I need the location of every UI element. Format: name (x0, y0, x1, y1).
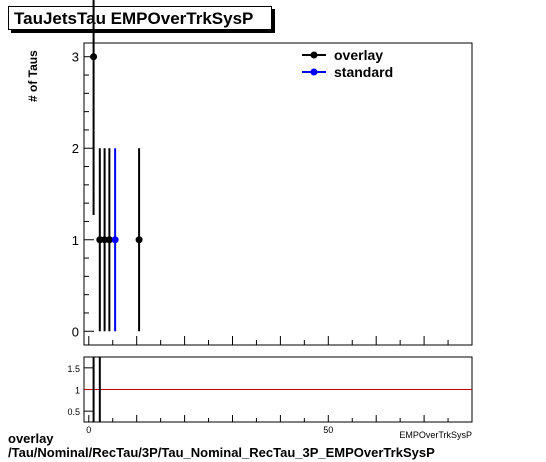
footer-line-2: /Tau/Nominal/RecTau/3P/Tau_Nominal_RecTa… (8, 445, 435, 460)
x-tick-label: 0 (86, 425, 91, 435)
overlay-point (96, 236, 104, 244)
ratio-plot-panel: 0.5 1 1.5 0 50 EMPOverTrkSysP (67, 356, 473, 440)
ratio-y-tick-label: 1.5 (67, 364, 80, 374)
legend-label-0: overlay (334, 47, 383, 63)
y-tick-label: 0 (72, 324, 79, 339)
overlay-point (135, 236, 143, 244)
legend-label-1: standard (334, 64, 393, 80)
overlay-point (90, 53, 98, 61)
overlay-point (105, 236, 113, 244)
x-axis-label: EMPOverTrkSysP (399, 430, 472, 440)
y-tick-label: 2 (72, 141, 79, 156)
x-tick-label: 50 (323, 425, 333, 435)
legend-marker-0 (310, 51, 318, 59)
ratio-y-tick-label: 0.5 (67, 407, 80, 417)
y-tick-label: 1 (72, 233, 79, 248)
y-tick-label: 3 (72, 50, 79, 65)
chart-title: TauJetsTau EMPOverTrkSysP (8, 6, 272, 30)
legend-marker-1 (310, 68, 318, 76)
main-plot-panel: 0 1 2 3 (72, 0, 473, 346)
overlay-point (101, 236, 109, 244)
main-plot-frame (83, 42, 473, 346)
standard-point (111, 236, 119, 244)
footer-line-1: overlay (8, 431, 54, 446)
ratio-y-tick-label: 1 (75, 386, 80, 396)
